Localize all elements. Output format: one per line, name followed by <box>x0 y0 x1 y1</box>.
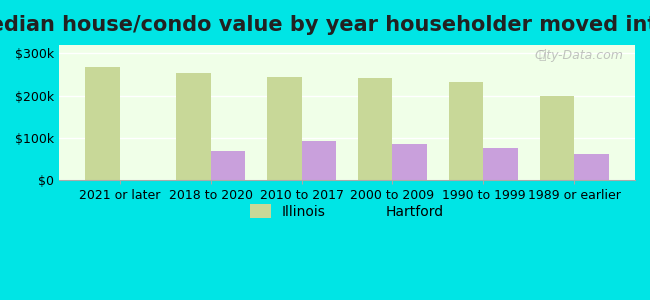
Text: City-Data.com: City-Data.com <box>534 49 623 62</box>
Bar <box>267 77 302 180</box>
Title: Median house/condo value by year householder moved into unit: Median house/condo value by year househo… <box>0 15 650 35</box>
Bar <box>358 78 393 180</box>
Text: ⓘ: ⓘ <box>538 49 546 62</box>
Legend: Illinois, Hartford: Illinois, Hartford <box>244 199 449 225</box>
Bar <box>484 148 518 180</box>
Bar <box>176 73 211 180</box>
Bar <box>85 67 120 180</box>
Bar <box>574 154 609 180</box>
Bar <box>448 82 484 180</box>
Bar <box>211 151 245 180</box>
Bar <box>302 141 336 180</box>
Bar <box>540 96 574 180</box>
Bar <box>393 144 427 180</box>
